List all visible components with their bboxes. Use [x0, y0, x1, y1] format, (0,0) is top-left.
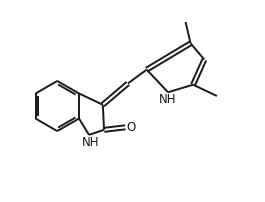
- Text: O: O: [126, 121, 135, 134]
- Text: NH: NH: [159, 93, 177, 106]
- Text: NH: NH: [82, 136, 99, 149]
